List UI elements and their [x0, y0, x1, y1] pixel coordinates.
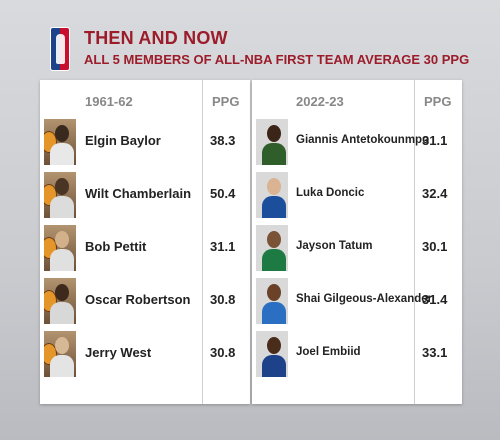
ppg-value: 30.1 [422, 239, 448, 254]
player-name: Jayson Tatum [296, 240, 373, 252]
table-row: Oscar Robertson 30.8 [40, 275, 250, 327]
ppg-header: PPG [424, 94, 452, 109]
table-1961-62: 1961-62 PPG Elgin Baylor 38.3 Wilt Chamb… [40, 80, 250, 404]
player-name: Bob Pettit [85, 239, 147, 254]
player-name: Joel Embiid [296, 346, 361, 358]
player-name: Shai Gilgeous-Alexander [296, 293, 433, 305]
ppg-value: 31.1 [422, 133, 448, 148]
ppg-value: 31.4 [422, 292, 448, 307]
graphic-subtitle: ALL 5 MEMBERS OF ALL-NBA FIRST TEAM AVER… [84, 52, 470, 67]
player-headshot [256, 278, 288, 324]
player-headshot [256, 225, 288, 271]
table-row: Joel Embiid 33.1 [252, 328, 462, 380]
nba-logo [50, 27, 70, 71]
player-headshot [44, 172, 76, 218]
player-headshot [44, 331, 76, 377]
player-name: Oscar Robertson [85, 292, 191, 307]
season-header: 2022-23 [296, 94, 344, 109]
ppg-value: 31.1 [210, 239, 236, 254]
table-row: Jerry West 30.8 [40, 328, 250, 380]
table-row: Elgin Baylor 38.3 [40, 116, 250, 168]
player-name: Luka Doncic [296, 187, 365, 199]
player-headshot [44, 278, 76, 324]
player-name: Elgin Baylor [85, 133, 161, 148]
table-row: Bob Pettit 31.1 [40, 222, 250, 274]
column-divider [414, 80, 415, 404]
table-row: Wilt Chamberlain 50.4 [40, 169, 250, 221]
table-row: Luka Doncic 32.4 [252, 169, 462, 221]
table-row: Jayson Tatum 30.1 [252, 222, 462, 274]
player-headshot [256, 172, 288, 218]
ppg-value: 33.1 [422, 345, 448, 360]
table-row: Shai Gilgeous-Alexander 31.4 [252, 275, 462, 327]
column-divider [202, 80, 203, 404]
player-headshot [44, 119, 76, 165]
player-headshot [256, 119, 288, 165]
table-row: Giannis Antetokounmpo 31.1 [252, 116, 462, 168]
player-headshot [44, 225, 76, 271]
ppg-value: 30.8 [210, 292, 236, 307]
ppg-value: 50.4 [210, 186, 236, 201]
player-name: Jerry West [85, 345, 152, 360]
ppg-header: PPG [212, 94, 240, 109]
table-2022-23: 2022-23 PPG Giannis Antetokounmpo 31.1 L… [252, 80, 462, 404]
ppg-value: 38.3 [210, 133, 236, 148]
player-headshot [256, 331, 288, 377]
ppg-value: 30.8 [210, 345, 236, 360]
player-name: Giannis Antetokounmpo [296, 134, 430, 146]
graphic-title: THEN AND NOW [84, 28, 228, 48]
player-name: Wilt Chamberlain [85, 186, 192, 201]
ppg-value: 32.4 [422, 186, 448, 201]
season-header: 1961-62 [85, 94, 133, 109]
